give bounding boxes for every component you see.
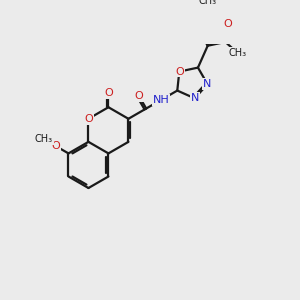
Text: NH: NH	[153, 95, 169, 105]
Text: N: N	[203, 79, 212, 89]
Text: CH₃: CH₃	[35, 134, 53, 144]
Text: O: O	[84, 114, 93, 124]
Text: CH₃: CH₃	[228, 48, 247, 58]
Text: O: O	[175, 67, 184, 76]
Text: O: O	[135, 91, 143, 101]
Text: O: O	[104, 88, 113, 98]
Text: O: O	[52, 141, 60, 151]
Text: CH₃: CH₃	[198, 0, 216, 6]
Text: O: O	[223, 19, 232, 29]
Text: N: N	[190, 93, 199, 103]
